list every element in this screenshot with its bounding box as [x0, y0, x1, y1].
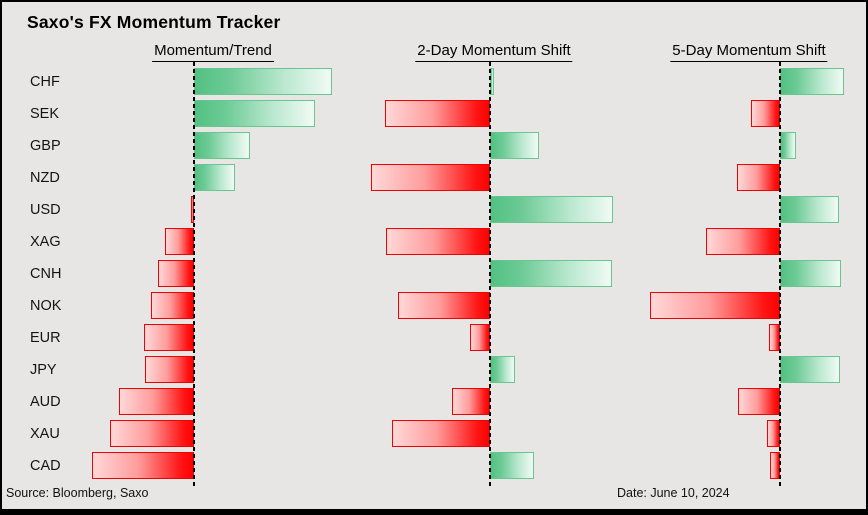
bar-chf-panel1 — [194, 68, 332, 95]
bar-aud-panel3 — [738, 388, 780, 415]
bar-nok-panel1 — [151, 292, 194, 319]
row-label-eur: EUR — [30, 330, 61, 346]
bar-xau-panel1 — [110, 420, 194, 447]
bar-cad-panel2 — [490, 452, 534, 479]
date-text: Date: June 10, 2024 — [617, 486, 730, 500]
row-label-usd: USD — [30, 202, 61, 218]
bar-nok-panel2 — [398, 292, 490, 319]
row-label-gbp: GBP — [30, 138, 61, 154]
bar-eur-panel1 — [144, 324, 194, 351]
bar-aud-panel2 — [452, 388, 490, 415]
bar-nzd-panel3 — [737, 164, 780, 191]
bar-usd-panel3 — [780, 196, 839, 223]
bar-gbp-panel1 — [194, 132, 250, 159]
bar-jpy-panel2 — [490, 356, 515, 383]
bar-xag-panel1 — [165, 228, 194, 255]
bar-usd-panel2 — [490, 196, 613, 223]
row-label-cad: CAD — [30, 458, 61, 474]
bar-xau-panel2 — [392, 420, 490, 447]
zero-baseline-2day-shift — [489, 62, 491, 488]
row-label-aud: AUD — [30, 394, 61, 410]
panel-header-momentum-trend: Momentum/Trend — [152, 42, 274, 62]
row-label-jpy: JPY — [30, 362, 57, 378]
row-label-xag: XAG — [30, 234, 61, 250]
row-label-chf: CHF — [30, 74, 60, 90]
bar-chf-panel3 — [780, 68, 844, 95]
bar-jpy-panel3 — [780, 356, 840, 383]
row-label-sek: SEK — [30, 106, 60, 122]
bar-gbp-panel2 — [490, 132, 539, 159]
bar-cnh-panel2 — [490, 260, 612, 287]
chart-title: Saxo's FX Momentum Tracker — [27, 12, 281, 32]
bar-sek-panel2 — [385, 100, 490, 127]
bar-gbp-panel3 — [780, 132, 796, 159]
bar-sek-panel3 — [751, 100, 780, 127]
row-label-nok: NOK — [30, 298, 62, 314]
panel-header-2day-shift: 2-Day Momentum Shift — [415, 42, 573, 62]
bar-cad-panel1 — [92, 452, 194, 479]
row-label-cnh: CNH — [30, 266, 62, 282]
bar-aud-panel1 — [119, 388, 194, 415]
bar-eur-panel2 — [470, 324, 490, 351]
bar-nzd-panel2 — [371, 164, 490, 191]
row-label-nzd: NZD — [30, 170, 60, 186]
bar-cnh-panel3 — [780, 260, 841, 287]
zero-baseline-momentum-trend — [193, 62, 195, 488]
row-label-xau: XAU — [30, 426, 60, 442]
bar-xag-panel2 — [386, 228, 490, 255]
bar-jpy-panel1 — [145, 356, 194, 383]
bar-nok-panel3 — [650, 292, 780, 319]
source-text: Source: Bloomberg, Saxo — [6, 486, 149, 500]
panel-header-5day-shift: 5-Day Momentum Shift — [670, 42, 828, 62]
bar-sek-panel1 — [194, 100, 315, 127]
bar-cnh-panel1 — [158, 260, 194, 287]
zero-baseline-5day-shift — [779, 62, 781, 488]
bar-nzd-panel1 — [194, 164, 235, 191]
bar-xag-panel3 — [706, 228, 780, 255]
